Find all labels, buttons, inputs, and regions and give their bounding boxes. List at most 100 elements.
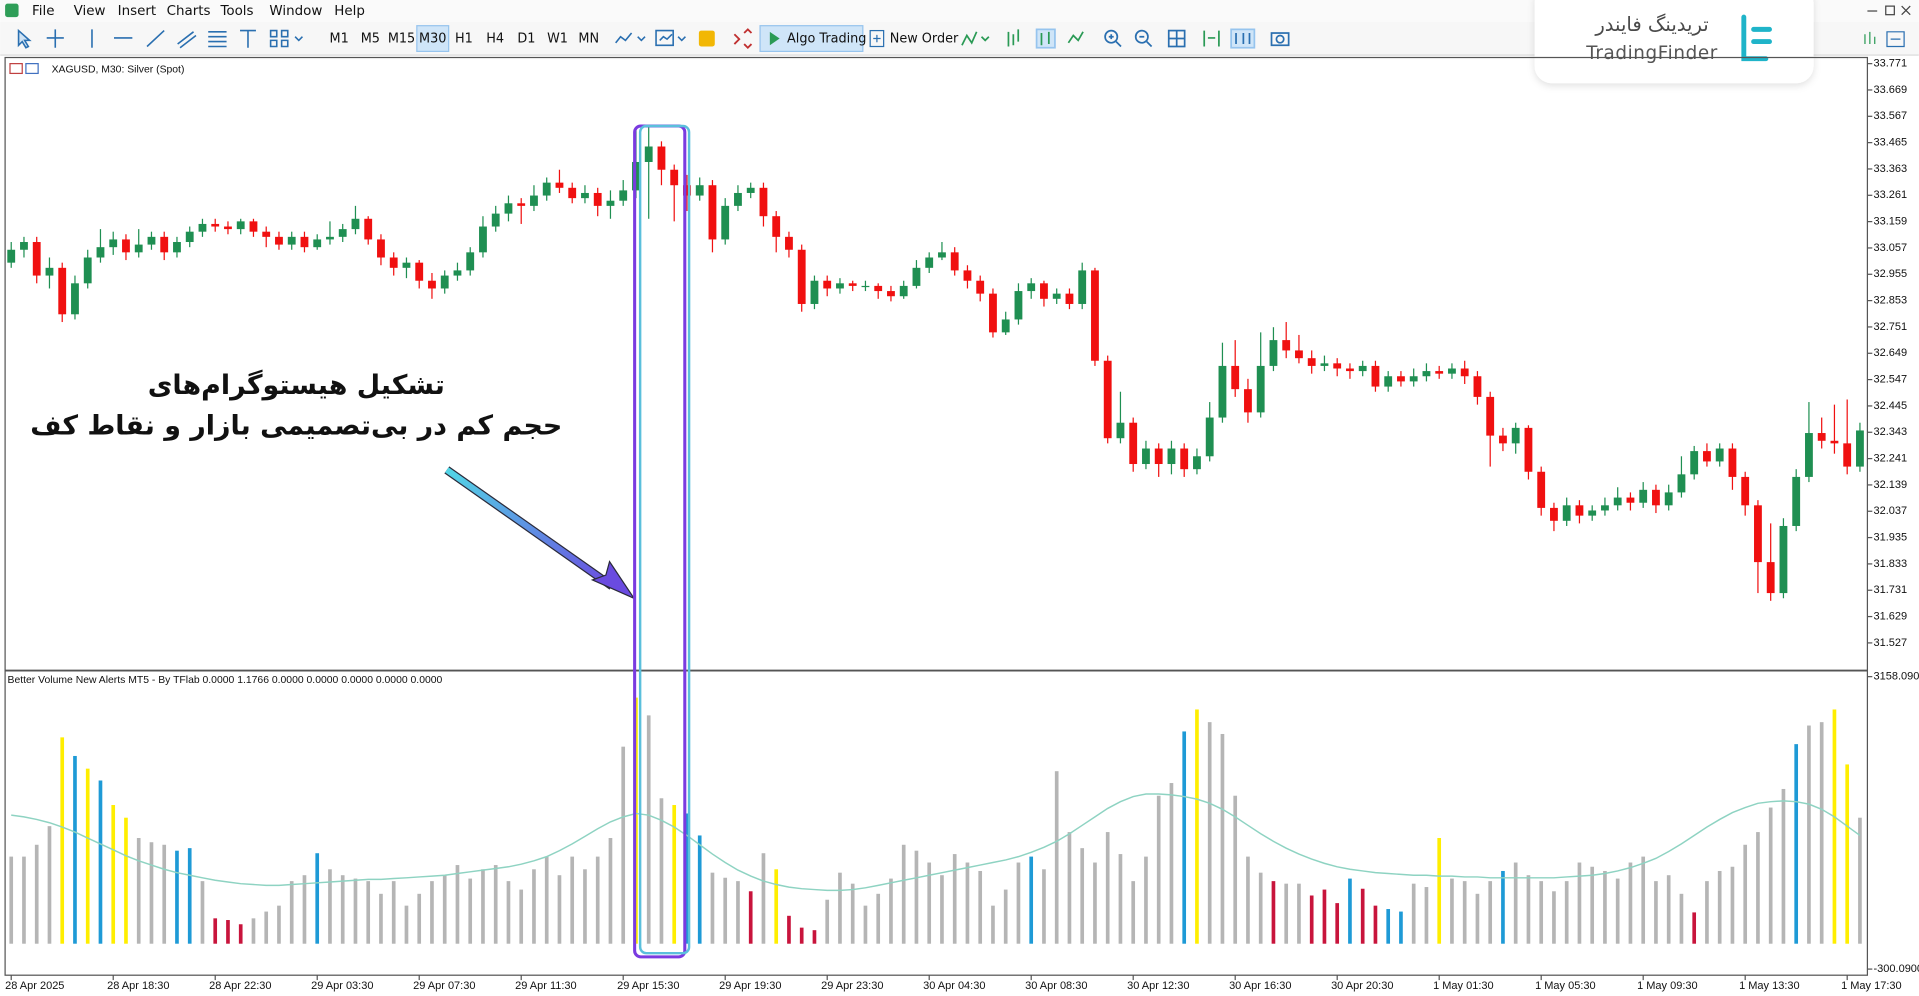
- candle-body: [1499, 435, 1507, 444]
- candle-body: [861, 285, 870, 288]
- candle-body: [1052, 293, 1061, 299]
- candle-body: [1333, 363, 1342, 369]
- line-chart-button[interactable]: [1067, 31, 1084, 44]
- candle-body: [20, 242, 28, 250]
- cursor-tool[interactable]: [17, 28, 32, 49]
- timeframe-button[interactable]: H1: [455, 32, 473, 47]
- candle-body: [249, 221, 258, 232]
- volume-bar: [736, 881, 740, 944]
- candle-body: [1792, 476, 1801, 526]
- volume-bar: [1144, 856, 1148, 944]
- indicators-button[interactable]: [961, 31, 990, 46]
- candle-body: [1040, 283, 1048, 299]
- volume-bar: [1118, 854, 1123, 944]
- timeframe-button[interactable]: MN: [578, 32, 599, 47]
- chart-icon: [9, 63, 23, 75]
- y-tick-label: 33.261: [1874, 189, 1908, 201]
- close-button[interactable]: [1901, 5, 1911, 16]
- volume-bar: [838, 872, 842, 944]
- candle-body: [466, 252, 475, 271]
- candle-body: [670, 169, 679, 186]
- y-tick-label: 33.567: [1874, 110, 1908, 122]
- timeframe-button[interactable]: D1: [517, 32, 535, 47]
- candle-body: [326, 236, 334, 240]
- volume-bar: [850, 883, 855, 944]
- candle-body: [950, 252, 959, 271]
- timeframe-button[interactable]: H4: [486, 32, 504, 47]
- candles-button[interactable]: [1035, 28, 1056, 49]
- restore-button[interactable]: [1885, 5, 1895, 16]
- volume-bar: [1169, 783, 1174, 944]
- zoom-out-button[interactable]: [1134, 29, 1149, 44]
- bars-button[interactable]: [1007, 29, 1020, 47]
- depth-button[interactable]: [1864, 31, 1876, 45]
- signals-button[interactable]: [733, 28, 753, 50]
- menu-item[interactable]: File: [32, 4, 55, 19]
- volume-bar: [825, 899, 830, 944]
- timeframe-button[interactable]: M30: [419, 32, 446, 47]
- candle-body: [71, 283, 79, 315]
- trendline-tool[interactable]: [146, 30, 165, 48]
- volume-bar: [1054, 771, 1059, 944]
- candle-body: [1180, 448, 1189, 470]
- templates-button[interactable]: [655, 29, 686, 47]
- candle-body: [976, 280, 985, 294]
- volume-bar: [863, 905, 868, 944]
- candle-body: [1320, 363, 1329, 366]
- candle-body: [440, 275, 449, 289]
- chart-frame: [4, 56, 1869, 976]
- menu-item[interactable]: View: [74, 4, 106, 19]
- x-tick-label: 29 Apr 19:30: [719, 980, 781, 992]
- volume-bar: [1858, 817, 1862, 944]
- candle-body: [1014, 291, 1023, 320]
- autoscroll-button[interactable]: [1203, 30, 1220, 47]
- arrow: [445, 467, 614, 589]
- zoom-in-button[interactable]: [1104, 29, 1119, 44]
- fibo-tool[interactable]: [208, 31, 227, 48]
- volume-bar: [1297, 883, 1301, 944]
- search-button[interactable]: [1886, 31, 1905, 48]
- algo-trading-label[interactable]: Algo Trading: [787, 32, 866, 47]
- candle-body: [1269, 340, 1278, 366]
- menu-item[interactable]: Charts: [167, 4, 211, 19]
- volume-bar: [1756, 832, 1760, 944]
- channel-tool[interactable]: [177, 31, 197, 49]
- new-order-label[interactable]: New Order: [890, 32, 959, 47]
- candle-body: [1065, 293, 1074, 304]
- candle-body: [593, 192, 602, 206]
- volume-bar: [659, 798, 664, 944]
- candle-body: [1142, 448, 1150, 465]
- timeframe-button[interactable]: W1: [547, 32, 568, 47]
- volume-bar: [1437, 837, 1442, 944]
- text-tool[interactable]: [240, 29, 256, 48]
- volume-bar: [723, 877, 728, 944]
- shapes-tool[interactable]: [269, 29, 289, 48]
- y-tick-label: -300.0900: [1874, 963, 1919, 975]
- volume-bar: [1781, 788, 1786, 944]
- volume-bar: [570, 856, 575, 944]
- volume-bar: [442, 875, 447, 944]
- x-tick-label: 30 Apr 04:30: [923, 980, 985, 992]
- chart-type-button[interactable]: [615, 32, 646, 44]
- menu-item[interactable]: Insert: [118, 4, 157, 19]
- shapes-dropdown[interactable]: [294, 36, 303, 42]
- candle-body: [823, 280, 832, 289]
- timeframe-button[interactable]: M1: [330, 32, 349, 47]
- timeframe-button[interactable]: M5: [361, 32, 380, 47]
- volume-bar: [1552, 891, 1556, 944]
- timeframe-button[interactable]: M15: [388, 32, 415, 47]
- candle-body: [1193, 456, 1201, 470]
- candle-body: [568, 187, 577, 199]
- menu-item[interactable]: Window: [269, 4, 322, 19]
- candle-body: [211, 223, 220, 227]
- crosshair-tool[interactable]: [46, 29, 64, 48]
- menu-item[interactable]: Help: [334, 4, 365, 19]
- volume-bar: [1666, 875, 1671, 944]
- gold-button[interactable]: [698, 30, 715, 47]
- volume-bar: [889, 878, 893, 944]
- volume-bar: [226, 920, 230, 944]
- menu-item[interactable]: Tools: [219, 4, 253, 19]
- screenshot-button[interactable]: [1270, 32, 1290, 47]
- volume-bar: [1768, 807, 1773, 944]
